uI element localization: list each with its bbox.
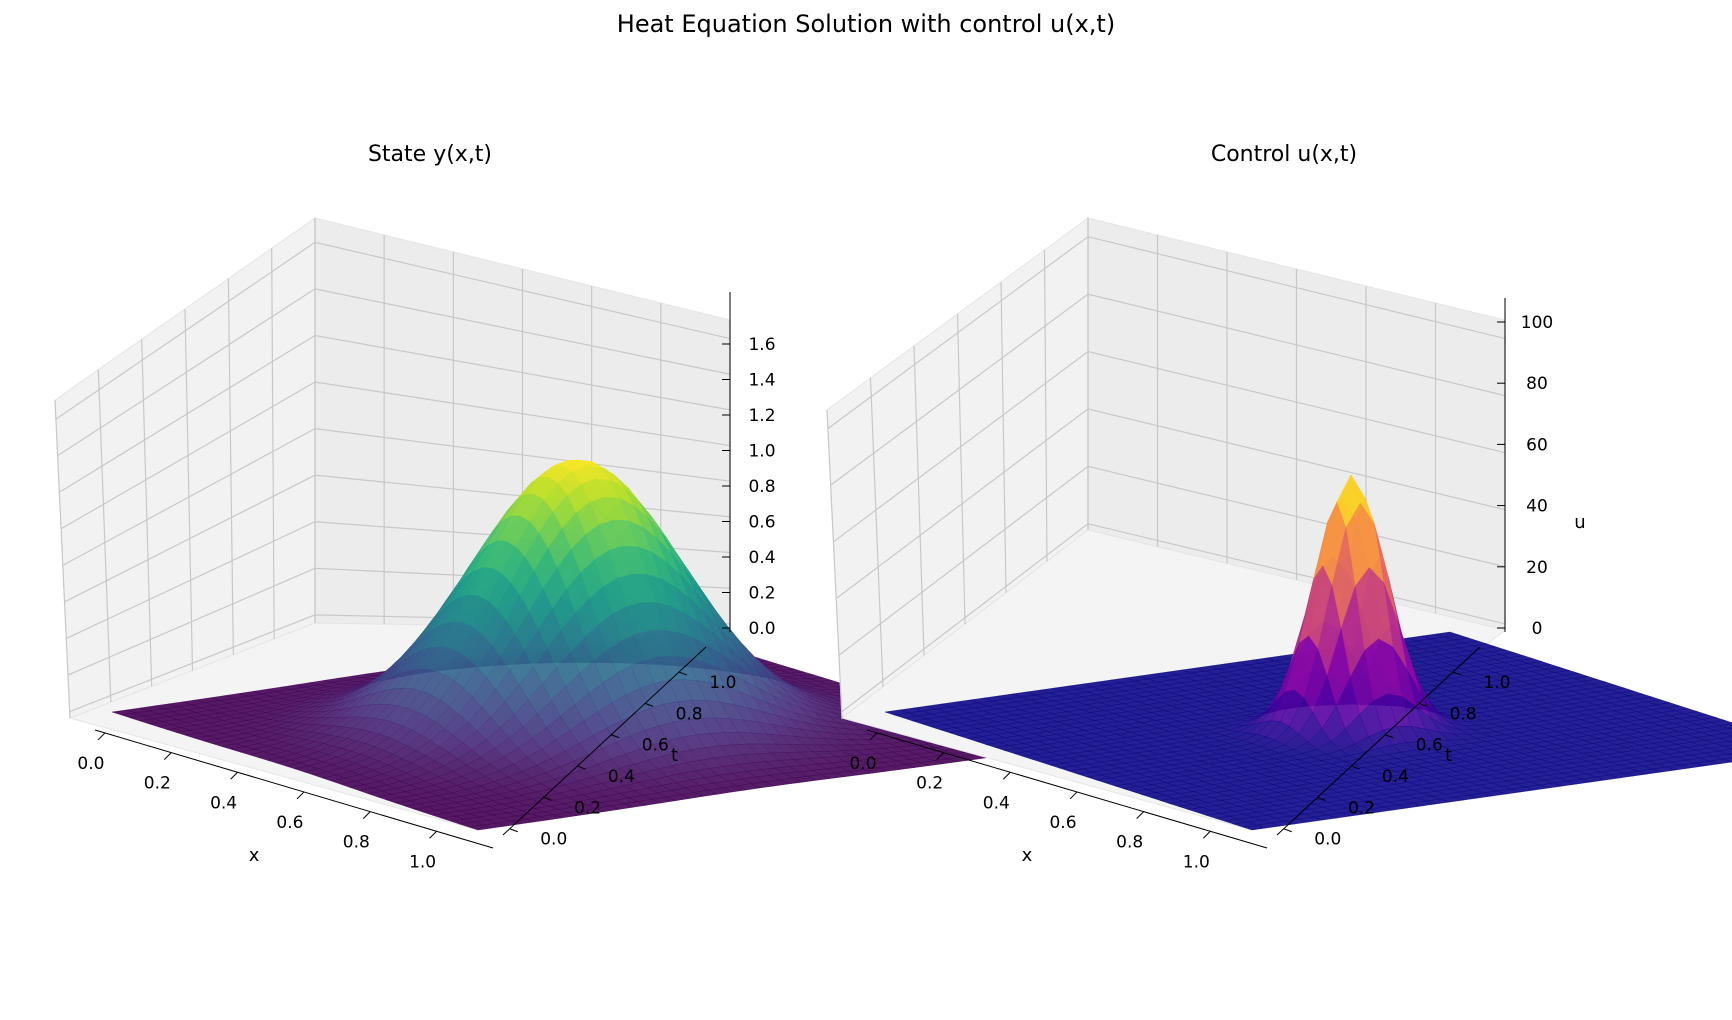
control-subplot: Control u(x,t) 0.0 0.2 0.4 0.6 0.8 1.0 x 0.0 0.2… <box>826 142 1732 872</box>
t-tick-label: 0.0 <box>1314 830 1341 850</box>
t-tick-label: 0.2 <box>574 798 601 818</box>
z-tick-label: 100 <box>1521 313 1553 333</box>
t-tick-label: 0.6 <box>1416 736 1443 756</box>
t-tick-mark <box>1385 734 1394 739</box>
x-axis: 0.0 0.2 0.4 0.6 0.8 1.0 x <box>77 729 494 872</box>
x-tick-mark <box>429 830 437 839</box>
x-tick-mark <box>296 791 305 800</box>
x-tick-label: 0.0 <box>849 754 876 774</box>
t-tick-label: 0.8 <box>676 704 703 724</box>
state-title: State y(x,t) <box>368 142 492 167</box>
t-tick-mark <box>678 671 688 676</box>
t-tick-mark <box>509 828 518 833</box>
z-axis-label: u <box>1574 512 1585 533</box>
x-tick-mark <box>1002 771 1011 780</box>
x-tick-label: 0.6 <box>276 813 303 833</box>
z-tick-label: 0 <box>1532 619 1543 639</box>
x-tick-mark <box>869 732 878 741</box>
z-tick-label: 0.8 <box>748 477 775 497</box>
x-tick-mark <box>230 771 238 780</box>
x-tick-mark <box>936 752 945 760</box>
t-tick-label: 0.8 <box>1450 704 1477 724</box>
t-tick-label: 0.4 <box>1382 767 1409 787</box>
x-tick-label: 0.6 <box>1049 813 1076 833</box>
z-tick-label: 1.0 <box>748 442 775 462</box>
control-title: Control u(x,t) <box>1211 142 1357 167</box>
x-tick-mark <box>163 752 172 760</box>
t-axis-label: t <box>1445 745 1452 766</box>
x-tick-mark <box>97 732 106 741</box>
surface <box>884 474 1732 831</box>
t-tick-label: 1.0 <box>709 673 736 693</box>
t-axis-label: t <box>671 745 678 766</box>
t-tick-mark <box>1283 828 1292 833</box>
t-tick-mark <box>1418 702 1428 707</box>
z-tick-label: 40 <box>1526 497 1548 517</box>
x-axis-label: x <box>249 845 260 866</box>
z-tick-label: 80 <box>1526 374 1548 394</box>
z-tick-label: 1.4 <box>748 371 775 391</box>
z-tick-label: 20 <box>1526 558 1548 578</box>
t-tick-mark <box>1351 765 1360 770</box>
t-tick-mark <box>611 734 620 739</box>
z-tick-label: 0.6 <box>748 513 775 533</box>
x-tick-mark <box>1202 830 1211 839</box>
t-tick-label: 0.6 <box>642 736 669 756</box>
t-tick-mark <box>577 765 586 770</box>
t-tick-label: 0.4 <box>608 767 635 787</box>
z-tick-label: 1.2 <box>748 406 775 426</box>
t-axis: 0.0 0.2 0.4 0.6 0.8 1.0 t <box>502 646 736 850</box>
state-subplot: State y(x,t) 0.00.20.40.60.81.0x0.00.20.… <box>54 142 1043 872</box>
x-tick-mark <box>362 811 371 819</box>
x-tick-label: 0.2 <box>144 774 171 794</box>
z-tick-label: 60 <box>1526 435 1548 455</box>
z-tick-label: 0.2 <box>748 584 775 604</box>
x-tick-label: 0.8 <box>1116 833 1143 853</box>
t-tick-label: 1.0 <box>1483 673 1510 693</box>
z-tick-label: 0.0 <box>748 619 775 639</box>
z-axis: 0 20 40 60 80 100 u <box>1497 298 1586 639</box>
z-tick-label: 1.6 <box>748 335 775 355</box>
t-tick-label: 0.2 <box>1348 798 1375 818</box>
t-tick-mark <box>644 702 654 707</box>
t-tick-mark <box>1317 796 1326 801</box>
x-tick-label: 0.0 <box>77 754 104 774</box>
x-axis-label: x <box>1022 845 1033 866</box>
x-axis: 0.0 0.2 0.4 0.6 0.8 1.0 x <box>849 729 1268 872</box>
z-tick-label: 0.4 <box>748 548 775 568</box>
x-tick-label: 1.0 <box>409 852 436 872</box>
x-tick-label: 0.8 <box>343 833 370 853</box>
x-tick-mark <box>1136 811 1145 819</box>
x-tick-label: 0.4 <box>983 793 1010 813</box>
x-tick-label: 0.4 <box>210 793 237 813</box>
z-axis: 0.0 0.2 0.4 0.6 0.8 1.0 1.2 1.4 1.6 <box>722 292 776 639</box>
t-tick-label: 0.0 <box>540 830 567 850</box>
x-tick-label: 1.0 <box>1183 852 1210 872</box>
x-tick-mark <box>1069 791 1078 800</box>
x-tick-label: 0.2 <box>916 774 943 794</box>
t-tick-mark <box>543 796 552 801</box>
t-tick-mark <box>1452 671 1462 676</box>
t-axis: 0.0 0.2 0.4 0.6 0.8 1.0 t <box>1276 646 1510 850</box>
figure-suptitle: Heat Equation Solution with control u(x,… <box>617 10 1115 38</box>
